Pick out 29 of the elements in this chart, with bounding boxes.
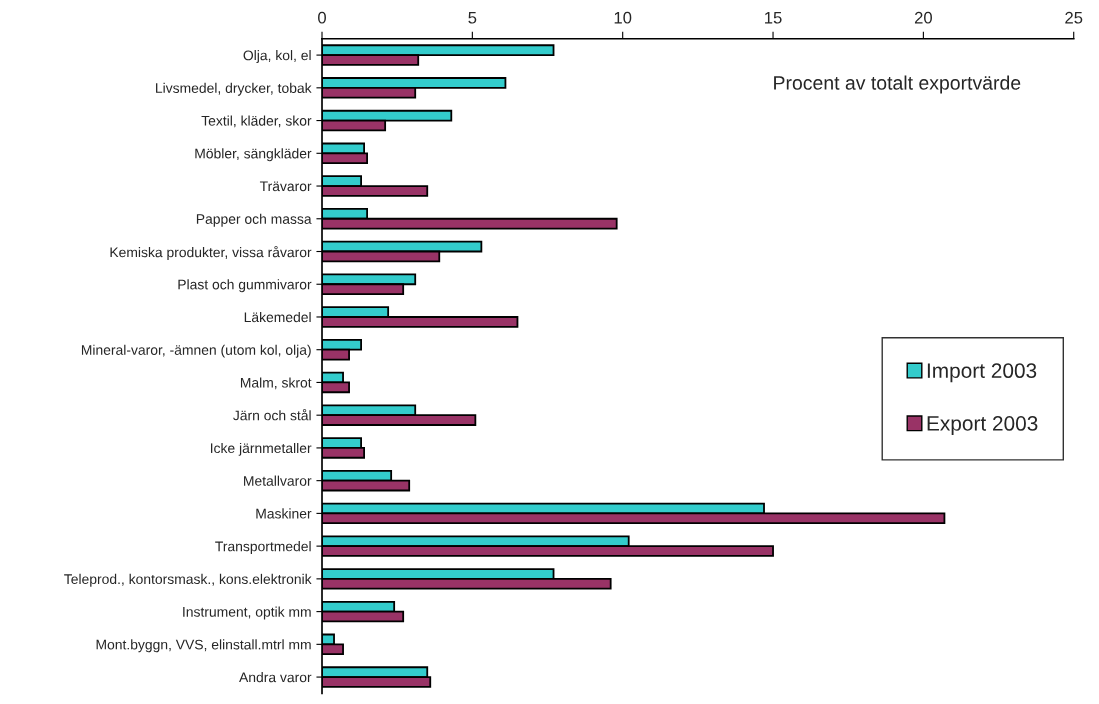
y-tick-label: Andra varor <box>239 672 312 683</box>
y-tick-label: Mont.byggn, VVS, elinstall.mtrl mm <box>96 639 311 653</box>
y-tick-label: Plast och gummivaror <box>178 279 312 293</box>
y-tick-label: Textil, kläder, skor <box>201 115 312 128</box>
y-tick-label: Transportmedel <box>215 541 311 555</box>
y-tick-label: Möbler, sängkläder <box>195 148 312 162</box>
y-tick-label: Malm, skrot <box>240 377 312 390</box>
y-tick-label: Icke järnmetaller <box>210 442 312 456</box>
x-tick-label: 15 <box>765 11 782 24</box>
annotation: Procent av totalt exportvärde <box>774 75 1021 94</box>
x-tick-label: 20 <box>914 11 932 24</box>
y-tick-label: Mineral-varor, -ämnen (utom kol, olja) <box>81 344 311 358</box>
y-tick-label: Instrument, optik mm <box>183 606 311 620</box>
x-tick-label: 5 <box>468 11 477 24</box>
legend-label: Export 2003 <box>927 416 1038 435</box>
legend-label: Import 2003 <box>927 363 1037 383</box>
x-tick-label: 25 <box>1065 11 1083 24</box>
x-tick-label: 10 <box>614 11 632 24</box>
y-tick-label: Läkemedel <box>244 311 311 323</box>
x-tick-label: 0 <box>318 11 326 24</box>
y-tick-label: Papper och massa <box>196 213 312 227</box>
y-tick-label: Kemiska produkter, vissa råvaror <box>110 245 312 260</box>
y-tick-label: Olja, kol, el <box>243 50 311 63</box>
y-tick-label: Maskiner <box>256 508 312 519</box>
y-tick-label: Järn och stål <box>233 409 311 421</box>
y-tick-label: Metallvaror <box>244 475 312 486</box>
y-tick-label: Trävaror <box>259 181 312 192</box>
y-tick-label: Teleprod., kontorsmask., kons.elektronik <box>64 573 312 587</box>
y-tick-label: Livsmedel, drycker, tobak <box>156 82 312 96</box>
